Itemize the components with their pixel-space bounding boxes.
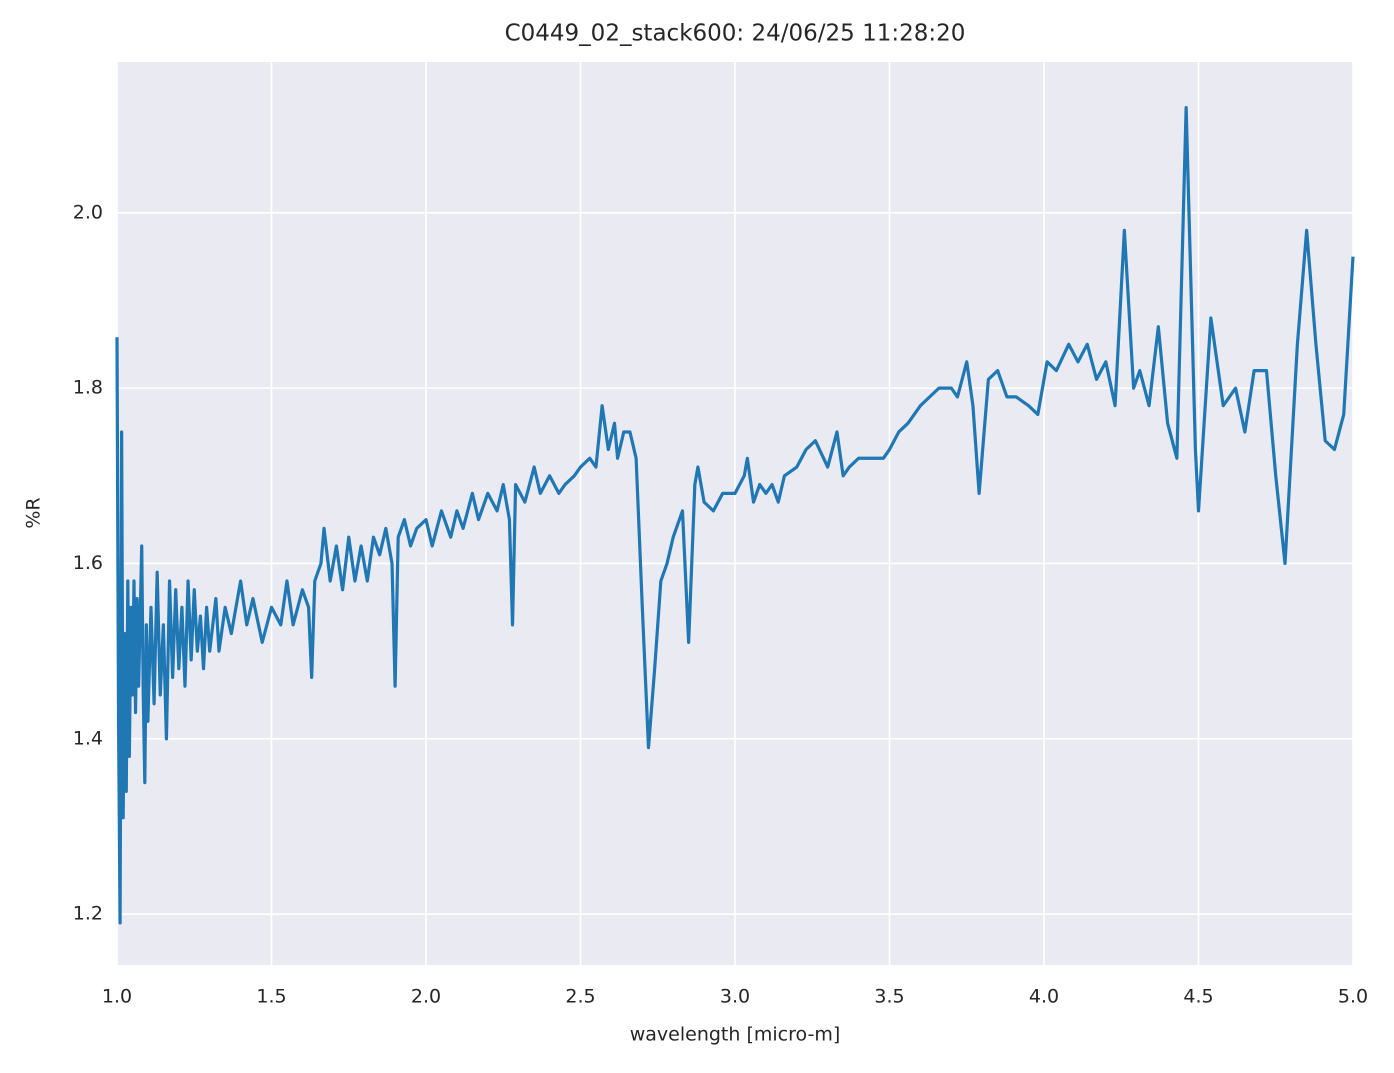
x-tick-label: 1.5 — [256, 986, 286, 1008]
x-tick-label: 1.0 — [102, 986, 132, 1008]
y-tick-label: 2.0 — [73, 201, 103, 223]
chart-title: C0449_02_stack600: 24/06/25 11:28:20 — [505, 21, 966, 47]
x-tick-label: 4.0 — [1029, 986, 1059, 1008]
x-tick-label: 2.0 — [411, 986, 441, 1008]
y-tick-label: 1.2 — [73, 903, 103, 925]
data-line — [115, 105, 1355, 925]
y-tick-label: 1.6 — [73, 552, 103, 574]
x-tick-label: 3.5 — [874, 986, 904, 1008]
x-tick-label: 4.5 — [1183, 986, 1213, 1008]
y-tick-label: 1.8 — [73, 377, 103, 399]
y-tick-label: 1.4 — [73, 727, 103, 749]
x-tick-label: 5.0 — [1338, 986, 1368, 1008]
y-axis-label: %R — [23, 497, 45, 528]
x-tick-label: 3.0 — [720, 986, 750, 1008]
x-tick-label: 2.5 — [565, 986, 595, 1008]
x-axis-label: wavelength [micro-m] — [630, 1024, 841, 1046]
